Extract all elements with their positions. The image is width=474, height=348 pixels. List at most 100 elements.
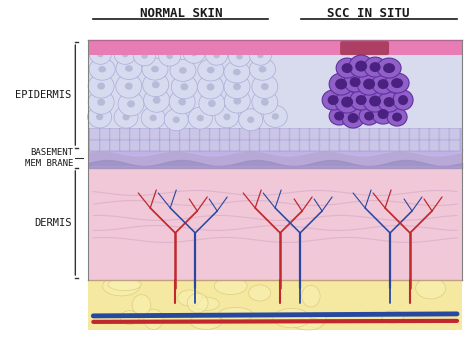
FancyBboxPatch shape xyxy=(289,128,300,140)
Ellipse shape xyxy=(392,112,402,121)
Ellipse shape xyxy=(114,106,138,128)
FancyBboxPatch shape xyxy=(209,139,220,151)
Ellipse shape xyxy=(152,81,160,88)
FancyBboxPatch shape xyxy=(269,139,280,151)
FancyBboxPatch shape xyxy=(249,139,260,151)
Ellipse shape xyxy=(178,98,186,105)
FancyBboxPatch shape xyxy=(209,128,220,140)
Text: NORMAL SKIN: NORMAL SKIN xyxy=(140,7,223,19)
Ellipse shape xyxy=(171,75,197,99)
FancyBboxPatch shape xyxy=(409,128,420,140)
Ellipse shape xyxy=(328,95,338,105)
FancyBboxPatch shape xyxy=(399,128,410,140)
FancyBboxPatch shape xyxy=(419,128,430,140)
Ellipse shape xyxy=(372,104,394,124)
FancyBboxPatch shape xyxy=(439,139,450,151)
Ellipse shape xyxy=(233,97,241,105)
Ellipse shape xyxy=(97,98,105,106)
FancyBboxPatch shape xyxy=(229,128,240,140)
Ellipse shape xyxy=(344,72,366,92)
Ellipse shape xyxy=(383,97,394,107)
FancyBboxPatch shape xyxy=(429,139,440,151)
Ellipse shape xyxy=(143,73,169,97)
FancyBboxPatch shape xyxy=(319,139,330,151)
Ellipse shape xyxy=(114,45,136,64)
FancyBboxPatch shape xyxy=(129,139,140,151)
Ellipse shape xyxy=(192,297,219,311)
FancyBboxPatch shape xyxy=(89,128,100,140)
FancyBboxPatch shape xyxy=(239,128,250,140)
Ellipse shape xyxy=(214,277,247,294)
FancyBboxPatch shape xyxy=(89,139,100,151)
FancyBboxPatch shape xyxy=(419,139,430,151)
Ellipse shape xyxy=(178,290,202,306)
Ellipse shape xyxy=(153,97,161,104)
Ellipse shape xyxy=(207,84,214,90)
Ellipse shape xyxy=(342,108,364,128)
Ellipse shape xyxy=(144,88,170,112)
FancyBboxPatch shape xyxy=(259,139,270,151)
FancyBboxPatch shape xyxy=(149,128,160,140)
Ellipse shape xyxy=(378,92,400,112)
Ellipse shape xyxy=(341,96,353,108)
FancyBboxPatch shape xyxy=(219,139,230,151)
FancyBboxPatch shape xyxy=(199,139,210,151)
FancyBboxPatch shape xyxy=(449,128,460,140)
Ellipse shape xyxy=(272,113,279,120)
Ellipse shape xyxy=(125,82,133,90)
Ellipse shape xyxy=(141,53,148,59)
FancyBboxPatch shape xyxy=(429,128,440,140)
Ellipse shape xyxy=(247,117,255,123)
Ellipse shape xyxy=(264,105,287,127)
FancyBboxPatch shape xyxy=(339,128,350,140)
Ellipse shape xyxy=(233,83,241,90)
Ellipse shape xyxy=(322,90,344,110)
Ellipse shape xyxy=(350,77,361,87)
FancyBboxPatch shape xyxy=(119,128,130,140)
Ellipse shape xyxy=(336,58,358,78)
Ellipse shape xyxy=(236,54,243,60)
FancyBboxPatch shape xyxy=(239,139,250,151)
Ellipse shape xyxy=(132,295,151,316)
Ellipse shape xyxy=(224,61,250,83)
Ellipse shape xyxy=(169,90,195,114)
Ellipse shape xyxy=(122,52,128,57)
Ellipse shape xyxy=(141,107,165,129)
Ellipse shape xyxy=(378,109,389,119)
Ellipse shape xyxy=(170,60,196,81)
Polygon shape xyxy=(88,166,462,280)
FancyBboxPatch shape xyxy=(179,139,190,151)
Ellipse shape xyxy=(187,293,208,313)
FancyBboxPatch shape xyxy=(249,128,260,140)
Ellipse shape xyxy=(199,92,225,116)
FancyBboxPatch shape xyxy=(269,128,280,140)
Text: DERMIS: DERMIS xyxy=(34,218,71,228)
Ellipse shape xyxy=(334,112,344,120)
Ellipse shape xyxy=(357,73,381,95)
Ellipse shape xyxy=(335,91,359,113)
FancyBboxPatch shape xyxy=(229,139,240,151)
Ellipse shape xyxy=(96,114,103,120)
Ellipse shape xyxy=(252,74,278,98)
Ellipse shape xyxy=(90,44,111,64)
Ellipse shape xyxy=(116,57,142,79)
Ellipse shape xyxy=(257,52,264,58)
Ellipse shape xyxy=(252,90,278,114)
Ellipse shape xyxy=(142,58,168,80)
FancyBboxPatch shape xyxy=(299,128,310,140)
Ellipse shape xyxy=(355,61,367,72)
Ellipse shape xyxy=(120,311,139,325)
Ellipse shape xyxy=(364,112,374,120)
FancyBboxPatch shape xyxy=(309,139,320,151)
Ellipse shape xyxy=(393,90,413,110)
Ellipse shape xyxy=(378,79,389,89)
FancyBboxPatch shape xyxy=(139,139,150,151)
Ellipse shape xyxy=(224,75,250,98)
Text: EPIDERMIS: EPIDERMIS xyxy=(15,90,71,100)
FancyBboxPatch shape xyxy=(439,128,450,140)
Ellipse shape xyxy=(150,114,157,121)
FancyBboxPatch shape xyxy=(309,128,320,140)
Ellipse shape xyxy=(183,44,205,63)
FancyBboxPatch shape xyxy=(449,139,460,151)
Ellipse shape xyxy=(166,53,173,59)
